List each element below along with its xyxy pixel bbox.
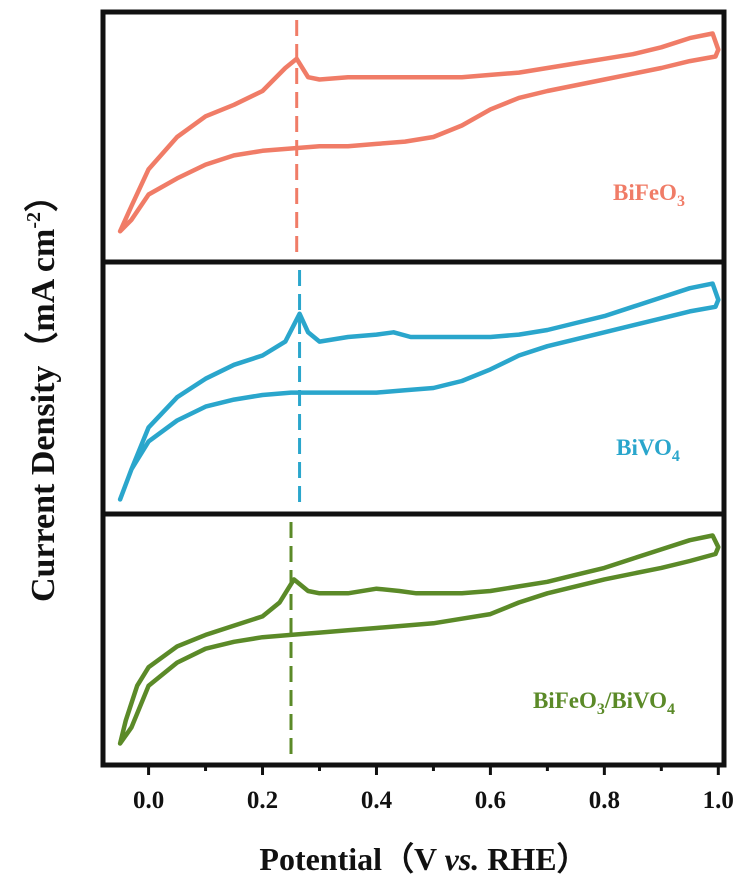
series-label-2: BiVO4	[616, 435, 680, 465]
x-tick-label: 0.4	[361, 787, 393, 814]
plot-frame	[100, 9, 727, 768]
series-label-1: BiFeO3	[613, 180, 685, 210]
x-tick-label: 0.0	[133, 787, 164, 814]
cv-curve-1	[117, 31, 721, 234]
stacked-panels: BiFeO3 BiVO4 BiFeO3/BiVO4	[117, 20, 721, 755]
x-tick-label: 0.8	[589, 787, 620, 814]
x-axis: 0.0 0.2 0.4 0.6 0.8 1.0	[100, 9, 734, 814]
y-axis-title: Current Density（mA cm-2）	[23, 178, 62, 602]
cv-curve-2	[117, 281, 721, 502]
x-tick-label: 0.2	[247, 787, 278, 814]
cv-curve-3	[117, 533, 721, 746]
series-label-3: BiFeO3/BiVO4	[533, 688, 675, 718]
x-tick-label: 0.6	[475, 787, 506, 814]
panel-1: BiFeO3	[117, 20, 721, 252]
panel-2: BiVO4	[117, 270, 721, 504]
panel-3: BiFeO3/BiVO4	[117, 522, 721, 755]
x-axis-title: Potential（V vs. RHE）	[259, 841, 588, 877]
x-tick-label: 1.0	[703, 787, 734, 814]
